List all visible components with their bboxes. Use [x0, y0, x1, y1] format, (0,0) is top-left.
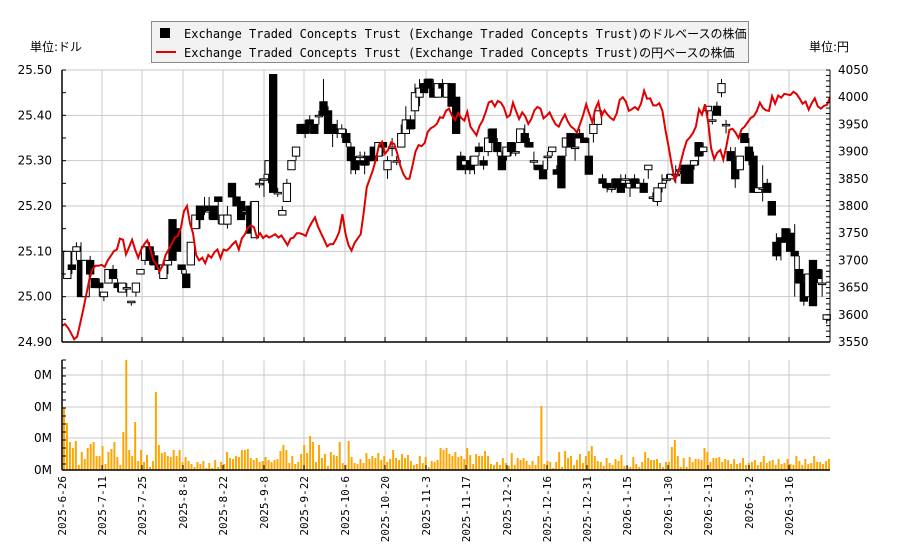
svg-text:2025-7-25: 2025-7-25 [136, 476, 149, 536]
svg-text:3950: 3950 [838, 117, 869, 131]
red-line-icon [156, 51, 176, 53]
svg-text:25.00: 25.00 [18, 290, 52, 304]
legend-item-usd: Exchange Traded Concepts Trust (Exchange… [152, 23, 747, 43]
svg-text:3850: 3850 [838, 172, 869, 186]
svg-text:2025-12-16: 2025-12-16 [541, 476, 554, 542]
price-gridlines [61, 69, 830, 343]
svg-text:4050: 4050 [838, 63, 869, 77]
svg-text:2026-3-2: 2026-3-2 [743, 476, 756, 529]
svg-text:0M: 0M [34, 400, 52, 414]
svg-text:3650: 3650 [838, 281, 869, 295]
legend-label-jpy: Exchange Traded Concepts Trust (Exchange… [184, 45, 735, 60]
svg-text:2025-9-8: 2025-9-8 [258, 476, 271, 529]
svg-text:2025-8-22: 2025-8-22 [217, 476, 230, 536]
legend-label-usd: Exchange Traded Concepts Trust (Exchange… [184, 26, 747, 41]
svg-text:2025-10-6: 2025-10-6 [339, 476, 352, 536]
svg-text:24.90: 24.90 [18, 335, 52, 349]
svg-text:0M: 0M [34, 368, 52, 382]
usd-candlesticks [63, 74, 831, 324]
svg-text:2026-1-30: 2026-1-30 [662, 476, 675, 536]
svg-text:0M: 0M [34, 431, 52, 445]
svg-text:2026-2-13: 2026-2-13 [702, 476, 715, 536]
svg-text:3900: 3900 [838, 145, 869, 159]
svg-text:25.50: 25.50 [18, 63, 52, 77]
axis-labels: 25.50 25.40 25.30 25.20 25.10 25.00 24.90 4050 4… [18, 63, 869, 542]
svg-text:0M: 0M [34, 463, 52, 477]
svg-text:2026-1-15: 2026-1-15 [621, 476, 634, 536]
svg-text:2025-11-3: 2025-11-3 [420, 476, 433, 536]
volume-bars [63, 360, 830, 470]
svg-text:3750: 3750 [838, 226, 869, 240]
svg-text:2026-3-16: 2026-3-16 [783, 476, 796, 536]
svg-text:2025-6-26: 2025-6-26 [56, 476, 69, 536]
svg-text:2025-7-11: 2025-7-11 [96, 476, 109, 536]
svg-text:2025-11-17: 2025-11-17 [460, 476, 473, 542]
svg-text:3700: 3700 [838, 253, 869, 267]
svg-text:2025-9-22: 2025-9-22 [298, 476, 311, 536]
left-axis-unit: 単位:ドル [30, 40, 83, 54]
svg-text:3600: 3600 [838, 308, 869, 322]
svg-text:3800: 3800 [838, 199, 869, 213]
svg-text:3550: 3550 [838, 335, 869, 349]
right-axis-unit: 単位:円 [809, 40, 850, 54]
legend-item-jpy: Exchange Traded Concepts Trust (Exchange… [152, 42, 735, 62]
legend: Exchange Traded Concepts Trust (Exchange… [151, 21, 749, 63]
svg-text:2025-12-31: 2025-12-31 [581, 476, 594, 542]
svg-text:25.10: 25.10 [18, 244, 52, 258]
svg-text:4000: 4000 [838, 90, 869, 104]
svg-text:2025-12-2: 2025-12-2 [501, 476, 514, 536]
svg-text:2025-8-8: 2025-8-8 [177, 476, 190, 529]
black-square-icon [160, 28, 170, 38]
svg-text:25.30: 25.30 [18, 154, 52, 168]
svg-text:25.20: 25.20 [18, 199, 52, 213]
svg-text:2025-10-20: 2025-10-20 [379, 476, 392, 542]
axes [61, 69, 831, 471]
svg-text:25.40: 25.40 [18, 108, 52, 122]
jpy-price-line [61, 87, 831, 341]
